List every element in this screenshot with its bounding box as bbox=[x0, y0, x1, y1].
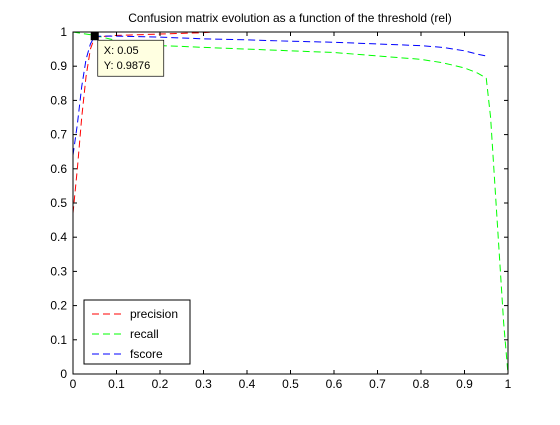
x-tick-label: 0.2 bbox=[152, 377, 169, 391]
x-tick-label: 0 bbox=[70, 377, 77, 391]
y-tick-label: 1 bbox=[60, 25, 67, 39]
series-line-fscore bbox=[72, 35, 487, 156]
series-layer bbox=[72, 31, 509, 375]
x-tick-label: 0.8 bbox=[413, 377, 430, 391]
datatip-x-label: X: 0.05 bbox=[104, 45, 139, 57]
x-tick-label: 0.1 bbox=[108, 377, 125, 391]
x-tick-label: 0.3 bbox=[195, 377, 212, 391]
y-tick-label: 0.7 bbox=[50, 128, 67, 142]
axes-layer: 0 0.1 0.2 0.3 0.4 0.5 0.6 0.7 0.8 0.9 1 0 0.1 0.2 0.3 0… bbox=[50, 25, 511, 391]
y-tick-label: 0.9 bbox=[50, 59, 67, 73]
y-tick-label: 0.8 bbox=[50, 93, 67, 107]
legend-label-precision: precision bbox=[130, 307, 178, 321]
datatip-marker[interactable] bbox=[90, 32, 99, 41]
x-tick-label: 0.6 bbox=[326, 377, 343, 391]
x-tick-label: 0.7 bbox=[369, 377, 386, 391]
y-tick-label: 0 bbox=[60, 367, 67, 381]
x-tick-label: 0.5 bbox=[282, 377, 299, 391]
y-tick-label: 0.5 bbox=[50, 196, 67, 210]
legend-label-fscore: fscore bbox=[130, 347, 163, 361]
y-tick-label: 0.2 bbox=[50, 299, 67, 313]
datatip[interactable]: X: 0.05 Y: 0.9876 bbox=[90, 32, 165, 77]
y-tick-label: 0.3 bbox=[50, 264, 67, 278]
legend-label-recall: recall bbox=[130, 327, 159, 341]
x-tick-label: 0.9 bbox=[456, 377, 473, 391]
y-tick-label: 0.4 bbox=[50, 230, 67, 244]
x-tick-label: 0.4 bbox=[239, 377, 256, 391]
legend-box bbox=[83, 299, 191, 365]
datatip-y-label: Y: 0.9876 bbox=[104, 60, 151, 72]
datatip-box bbox=[97, 39, 165, 77]
y-tick-label: 0.6 bbox=[50, 162, 67, 176]
x-tick-label: 1 bbox=[505, 377, 512, 391]
legend: precision recall fscore bbox=[83, 299, 191, 365]
y-tick-label: 0.1 bbox=[50, 333, 67, 347]
chart-title: Confusion matrix evolution as a function… bbox=[128, 11, 452, 25]
